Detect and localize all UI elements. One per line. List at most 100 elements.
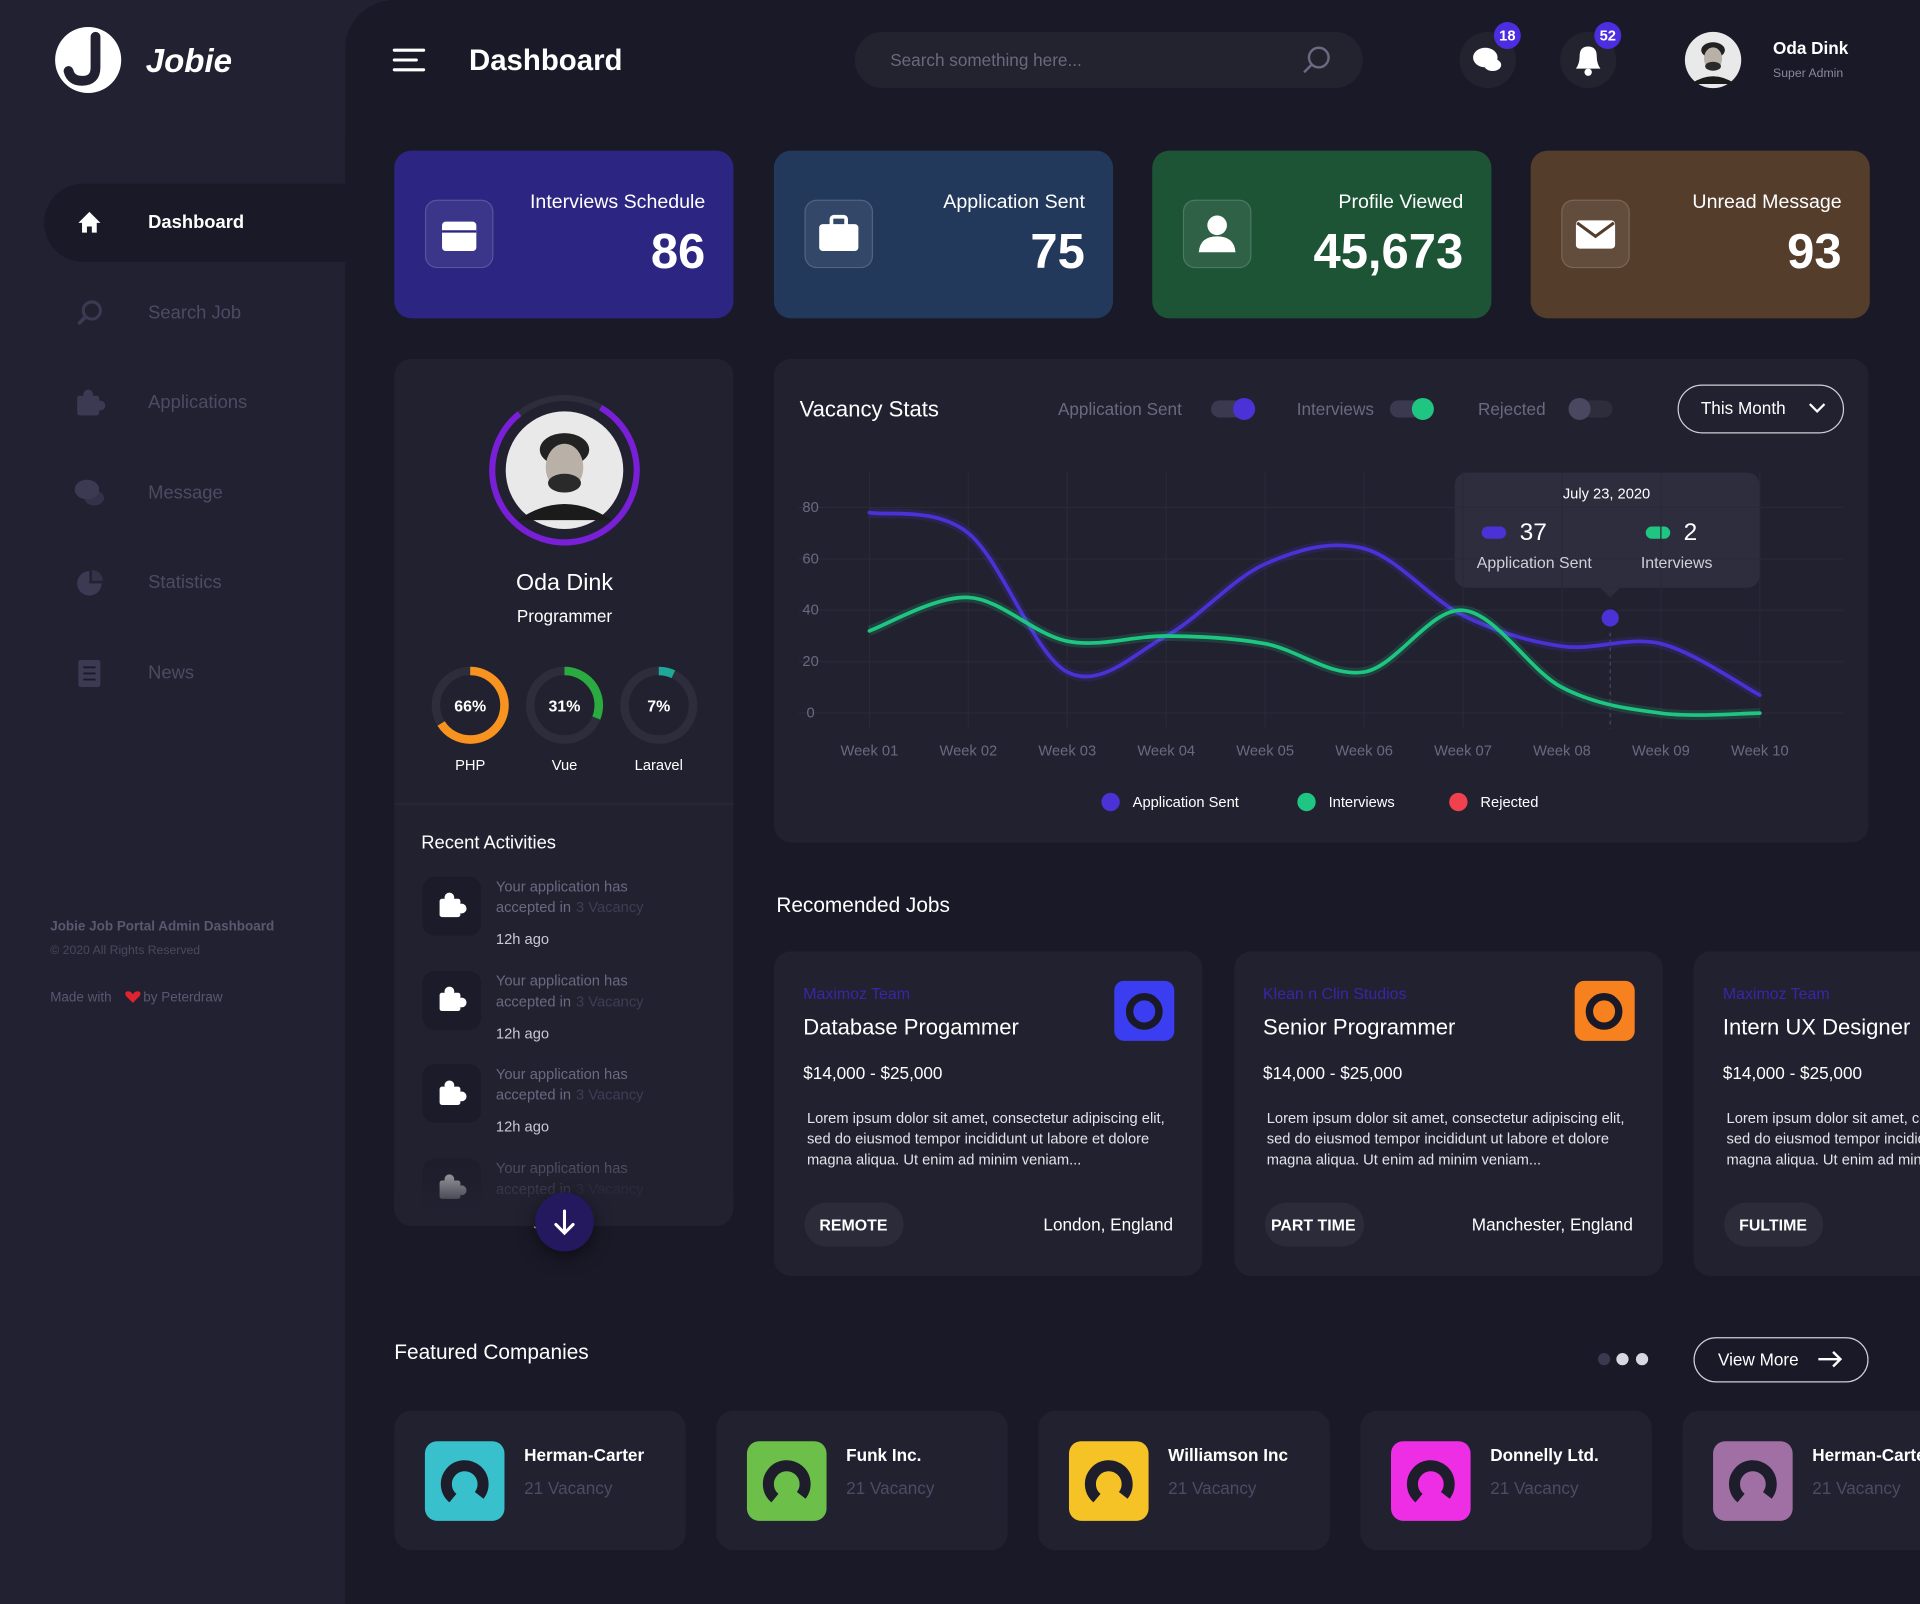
company-logo-mark — [1084, 1460, 1133, 1508]
job-title: Intern UX Designer — [1722, 1014, 1911, 1039]
pagination-dot — [1597, 1353, 1611, 1366]
menu-icon — [84, 490, 105, 506]
company-logo — [1391, 1441, 1471, 1521]
stat-value: 93 — [1787, 225, 1842, 280]
y-tick-label: 20 — [802, 653, 819, 671]
toggle-knob — [1411, 397, 1434, 421]
series-line — [867, 510, 1762, 697]
job-salary: $14,000 - $25,000 — [803, 1062, 943, 1083]
company-name: Donnelly Ltd. — [1490, 1444, 1599, 1465]
menu-label: News — [148, 662, 195, 684]
sidebar-logo-area — [0, 0, 346, 184]
activity-highlight: 3 Vacancy — [575, 898, 644, 916]
stat-icon — [829, 214, 848, 229]
company-logo — [746, 1441, 827, 1521]
toggle-knob — [1568, 397, 1591, 421]
activity-icon — [456, 997, 467, 1008]
series-toggle-label: Rejected — [1477, 399, 1546, 419]
chevron-icon — [1809, 403, 1826, 413]
job-location: Manchester, England — [1471, 1214, 1633, 1235]
badge — [1594, 22, 1622, 49]
menu-icon — [77, 395, 100, 416]
job-company: Maximoz Team — [803, 983, 911, 1003]
period-button[interactable] — [1677, 384, 1845, 434]
skill-name: PHP — [455, 756, 486, 774]
skill-percent: 31% — [548, 696, 581, 715]
stat-value: 75 — [1030, 225, 1085, 280]
stat-card — [1152, 150, 1492, 319]
menu-label: Message — [148, 482, 223, 504]
job-logo-mark — [1125, 993, 1163, 1030]
activity-time: 12h ago — [495, 1118, 550, 1136]
user-role: Super Admin — [1773, 66, 1844, 81]
arrow-right-icon — [1818, 1350, 1843, 1368]
job-description: Lorem ipsum dolor sit amet, consectetur … — [806, 1109, 1165, 1169]
stat-label: Interviews Schedule — [529, 191, 706, 213]
badge — [1493, 22, 1521, 49]
activity-icon — [439, 992, 461, 1012]
activity-icon — [444, 892, 455, 903]
legend-swatch — [1297, 792, 1316, 812]
page-title: Dashboard — [468, 43, 623, 77]
search-box[interactable] — [854, 31, 1363, 89]
menu-icon — [78, 211, 101, 233]
menu-label: Applications — [148, 392, 248, 413]
job-company: Maximoz Team — [1722, 983, 1830, 1003]
user-avatar-beard — [1705, 61, 1721, 71]
skill-arc — [620, 666, 698, 744]
stat-label: Application Sent — [943, 191, 1085, 213]
menu-icon — [95, 400, 106, 411]
chart-title: Vacancy Stats — [799, 396, 939, 421]
company-name: Funk Inc. — [846, 1444, 922, 1465]
series-line — [867, 595, 1762, 717]
job-type: REMOTE — [819, 1215, 888, 1234]
company-vacancy: 21 Vacancy — [1812, 1477, 1901, 1498]
x-tick-label: Week 10 — [1730, 742, 1789, 760]
activity-time: 12h ago — [495, 930, 550, 948]
y-tick-label: 40 — [802, 601, 819, 619]
skill-arc — [525, 666, 604, 744]
logo-mark — [63, 31, 101, 86]
tooltip-series-name: Application Sent — [1476, 552, 1592, 572]
job-type-pill — [1264, 1202, 1364, 1247]
stat-icon — [1576, 221, 1615, 239]
job-description: Lorem ipsum dolor sit amet, consectetur … — [1726, 1109, 1920, 1169]
search-icon — [1303, 64, 1313, 74]
section-title: Featured Companies — [394, 1340, 589, 1365]
company-vacancy: 21 Vacancy — [1168, 1477, 1257, 1498]
activities-title: Recent Activities — [421, 832, 556, 854]
legend-label: Interviews — [1328, 793, 1395, 811]
company-vacancy: 21 Vacancy — [846, 1477, 935, 1498]
view-more-label: View More — [1717, 1349, 1799, 1369]
profile-avatar-body — [517, 504, 612, 521]
tooltip-value: 2 — [1683, 519, 1698, 547]
tooltip-value: 37 — [1519, 519, 1547, 547]
skill-name: Vue — [551, 756, 578, 774]
company-logo-mark — [440, 1460, 489, 1508]
activity-icon — [439, 1086, 461, 1105]
badge-count: 52 — [1599, 26, 1616, 45]
x-tick-label: Week 04 — [1137, 742, 1196, 760]
job-type: PART TIME — [1270, 1215, 1356, 1234]
job-title: Database Progammer — [803, 1014, 1019, 1039]
stat-icon — [442, 221, 477, 252]
menu-icon — [91, 569, 103, 581]
user-avatar-body — [1690, 76, 1736, 84]
footer-by: by Peterdraw — [143, 990, 223, 1006]
period-label: This Month — [1700, 397, 1786, 418]
menu-icon — [77, 571, 102, 596]
skill-percent: 66% — [454, 696, 487, 715]
activity-icon — [456, 903, 467, 914]
scroll-down-button[interactable] — [535, 1192, 594, 1252]
activity-icon — [444, 986, 455, 997]
profile-ring — [489, 394, 640, 546]
job-type-pill — [804, 1202, 904, 1247]
footer-title: Jobie Job Portal Admin Dashboard — [50, 919, 275, 935]
view-more-button[interactable] — [1693, 1337, 1869, 1383]
arrow-down-icon — [554, 1209, 575, 1236]
job-salary: $14,000 - $25,000 — [1722, 1062, 1863, 1083]
